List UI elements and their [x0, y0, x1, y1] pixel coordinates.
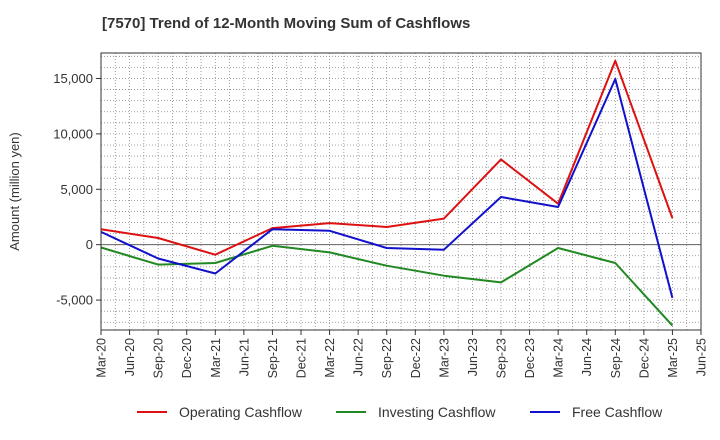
- x-tick-label: Mar-23: [437, 338, 451, 378]
- legend-label-investing: Investing Cashflow: [378, 404, 496, 420]
- x-tick-label: Jun-25: [695, 338, 709, 376]
- legend-label-operating: Operating Cashflow: [179, 404, 302, 420]
- x-tick-label: Sep-22: [380, 338, 394, 378]
- x-tick-label: Sep-21: [266, 338, 280, 378]
- x-tick-label: Mar-21: [209, 338, 223, 378]
- x-tick-label: Mar-24: [552, 338, 566, 378]
- y-tick-label: 10,000: [53, 126, 93, 141]
- x-tick-label: Dec-24: [637, 338, 651, 378]
- x-tick-label: Dec-21: [295, 338, 309, 378]
- x-tick-label: Mar-20: [95, 338, 109, 378]
- legend-swatch-investing: [336, 411, 366, 413]
- x-tick-label: Jun-22: [352, 338, 366, 376]
- legend-swatch-free: [530, 411, 560, 413]
- chart-title: [7570] Trend of 12-Month Moving Sum of C…: [102, 15, 471, 32]
- x-tick-label: Sep-20: [152, 338, 166, 378]
- grid-lines: [100, 53, 702, 330]
- legend-label-free: Free Cashflow: [572, 404, 663, 420]
- legend: Operating Cashflow Investing Cashflow Fr…: [0, 404, 720, 426]
- x-tick-label: Sep-23: [495, 338, 509, 378]
- x-tick-label: Jun-20: [123, 338, 137, 376]
- legend-item-investing: Investing Cashflow: [336, 404, 496, 420]
- x-tick-label: Dec-22: [409, 338, 423, 378]
- series-lines: [100, 59, 674, 327]
- series-line-operating-cashflow: [100, 59, 674, 256]
- y-axis: 15,000 10,000 5,000 0 -5,000: [53, 71, 101, 308]
- x-tick-label: Sep-24: [609, 338, 623, 378]
- x-tick-label: Mar-25: [666, 338, 680, 378]
- x-axis: Mar-20 Jun-20 Sep-20 Dec-20 Mar-21 Jun-21 Sep-…: [95, 330, 709, 378]
- plot-frame: [100, 52, 702, 331]
- legend-item-operating: Operating Cashflow: [137, 404, 302, 420]
- y-tick-label: 0: [86, 237, 93, 252]
- x-tick-label: Mar-22: [323, 338, 337, 378]
- series-line-free-cashflow: [100, 78, 674, 299]
- legend-item-free: Free Cashflow: [530, 404, 662, 420]
- x-tick-label: Dec-20: [180, 338, 194, 378]
- y-tick-label: -5,000: [56, 293, 93, 308]
- y-axis-label: Amount (million yen): [7, 132, 22, 251]
- y-tick-label: 15,000: [53, 71, 93, 86]
- legend-swatch-operating: [137, 411, 167, 413]
- x-tick-label: Jun-24: [580, 338, 594, 376]
- x-tick-label: Dec-23: [523, 338, 537, 378]
- x-tick-label: Jun-21: [237, 338, 251, 376]
- series-line-investing-cashflow: [100, 244, 674, 327]
- x-tick-label: Jun-23: [466, 338, 480, 376]
- y-tick-label: 5,000: [60, 182, 93, 197]
